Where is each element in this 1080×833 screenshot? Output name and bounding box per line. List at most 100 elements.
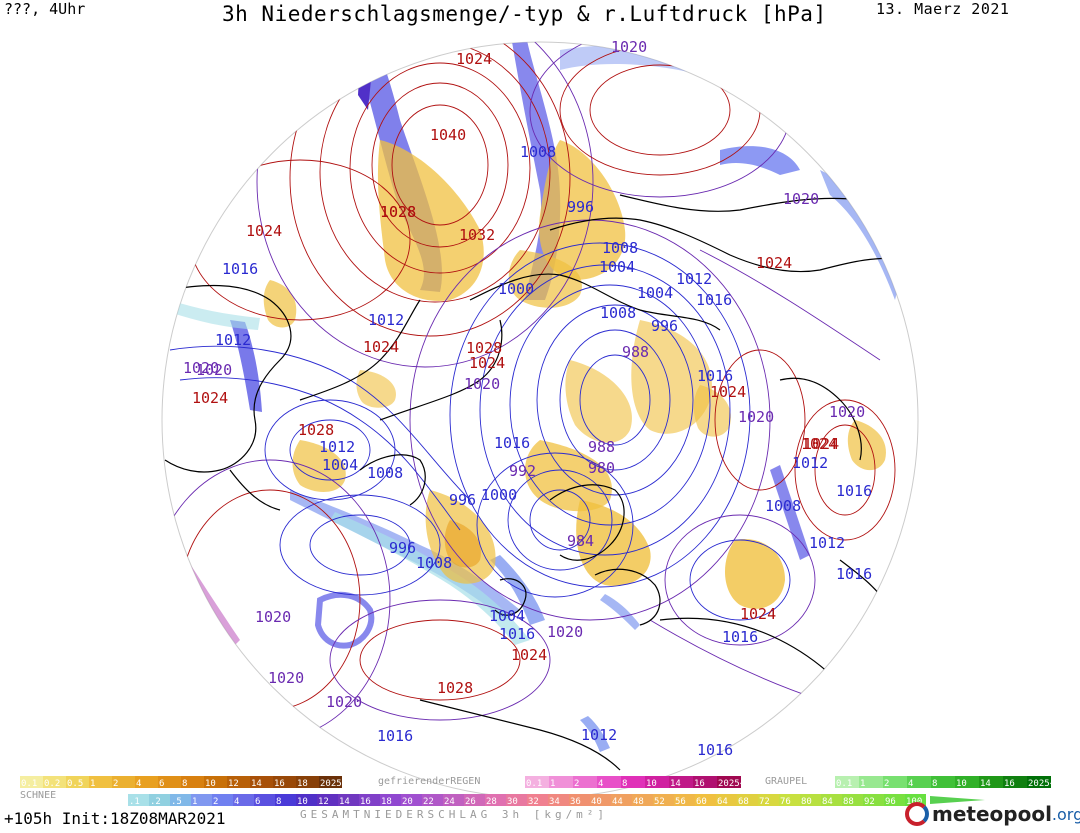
legend-value: 16 [360, 797, 371, 807]
legend-swatch [835, 776, 859, 788]
legend-value: 92 [864, 797, 875, 807]
legend-swatch [443, 794, 464, 806]
legend-value: 18 [381, 797, 392, 807]
pressure-label: 1016 [696, 291, 732, 309]
meteopool-logo[interactable]: meteopool .org [905, 802, 1080, 826]
legend-swatch [611, 794, 632, 806]
legend-value: 24 [444, 797, 455, 807]
legend-swatch [955, 776, 979, 788]
legend-value: 52 [654, 797, 665, 807]
legend-value: 12 [318, 797, 329, 807]
legend-value: 72 [759, 797, 770, 807]
legend-swatch [717, 776, 741, 788]
legend-swatch [66, 776, 89, 788]
legend-swatch [149, 794, 170, 806]
legend-swatch [632, 794, 653, 806]
legend-value: 36 [570, 797, 581, 807]
legend-value: 64 [717, 797, 728, 807]
legend-snow-label: SCHNEE [20, 790, 56, 801]
pressure-label: 1024 [363, 338, 399, 356]
pressure-label: 988 [622, 343, 649, 361]
legend-swatch [319, 776, 342, 788]
legend-swatch [227, 776, 250, 788]
legend-swatch [1027, 776, 1051, 788]
logo-icon [905, 802, 929, 826]
pressure-label: 1004 [322, 456, 358, 474]
pressure-label: 1020 [547, 623, 583, 641]
legend-swatch [296, 776, 319, 788]
legend-graupel: 0.1 1 2 4 8 10 14 16 2025+ [835, 776, 1056, 789]
pressure-label: 1032 [459, 226, 495, 244]
legend-swatch [89, 776, 112, 788]
pressure-label: 996 [389, 539, 416, 557]
pressure-label: 1028 [437, 679, 473, 697]
legend-swatch [979, 776, 1003, 788]
legend-value: .1 [129, 797, 140, 807]
run-label: ???, 4Uhr [4, 0, 86, 18]
legend-value: 4 [234, 797, 239, 807]
pressure-label: 1024 [756, 254, 792, 272]
pressure-label: 1004 [489, 607, 525, 625]
legend-value: 30 [507, 797, 518, 807]
legend-swatch [569, 794, 590, 806]
pressure-label: 1028 [380, 203, 416, 221]
legend-swatch [338, 794, 359, 806]
legend-swatch [422, 794, 443, 806]
pressure-label: 1016 [377, 727, 413, 745]
legend-value: 84 [822, 797, 833, 807]
legend-value: 32 [528, 797, 539, 807]
pressure-label: 1012 [215, 331, 251, 349]
legend-value: 14 [251, 779, 262, 789]
pressure-label: 1020 [829, 403, 865, 421]
legend-value: 4 [598, 779, 603, 789]
pressure-label: 1028 [298, 421, 334, 439]
legend-value: 8 [622, 779, 627, 789]
legend-swatch [359, 794, 380, 806]
legend-swatch [859, 776, 883, 788]
legend-swatch [693, 776, 717, 788]
pressure-label: 1020 [196, 361, 232, 379]
legend-swatch [674, 794, 695, 806]
legend-swatch [401, 794, 422, 806]
legend-swatch [1003, 776, 1027, 788]
pressure-labels: 1024102010241028104010089961028103210241… [183, 38, 872, 759]
logo-suffix: .org [1051, 804, 1080, 824]
legend-value: 10 [205, 779, 216, 789]
pressure-label: 1016 [494, 434, 530, 452]
legend-value: 1 [860, 779, 865, 789]
legend-value: 2025+ [1028, 779, 1056, 789]
legend-swatch [931, 776, 955, 788]
legend-value: 2025+ [320, 779, 348, 789]
legend-value: 0.2 [44, 779, 60, 789]
legend-value: 22 [423, 797, 434, 807]
legend-value: 14 [980, 779, 991, 789]
pressure-label: 1020 [255, 608, 291, 626]
legend-value: .2 [150, 797, 161, 807]
pressure-label: 1020 [183, 359, 219, 377]
legend-swatch [597, 776, 621, 788]
legend-value: 10 [297, 797, 308, 807]
legend-value: 28 [486, 797, 497, 807]
legend-value: 18 [297, 779, 308, 789]
pressure-label: 1016 [836, 482, 872, 500]
legend-value: 10 [956, 779, 967, 789]
pressure-label: 1016 [697, 741, 733, 759]
legend-value: 26 [465, 797, 476, 807]
legend-swatch [212, 794, 233, 806]
legend-swatch [181, 776, 204, 788]
pressure-label: 1008 [765, 497, 801, 515]
legend-swatch [863, 794, 884, 806]
logo-text: meteopool [932, 802, 1052, 826]
legend-value: 14 [339, 797, 350, 807]
pressure-label: 1016 [222, 260, 258, 278]
legend-value: 8 [932, 779, 937, 789]
legend-swatch [590, 794, 611, 806]
pressure-label: 1016 [499, 625, 535, 643]
legend-swatch [273, 776, 296, 788]
legend-swatch [250, 776, 273, 788]
legend-swatch [800, 794, 821, 806]
legend-swatch [128, 794, 149, 806]
legend-swatch [573, 776, 597, 788]
pressure-label: 1008 [520, 143, 556, 161]
pressure-label: 1024 [801, 435, 837, 453]
